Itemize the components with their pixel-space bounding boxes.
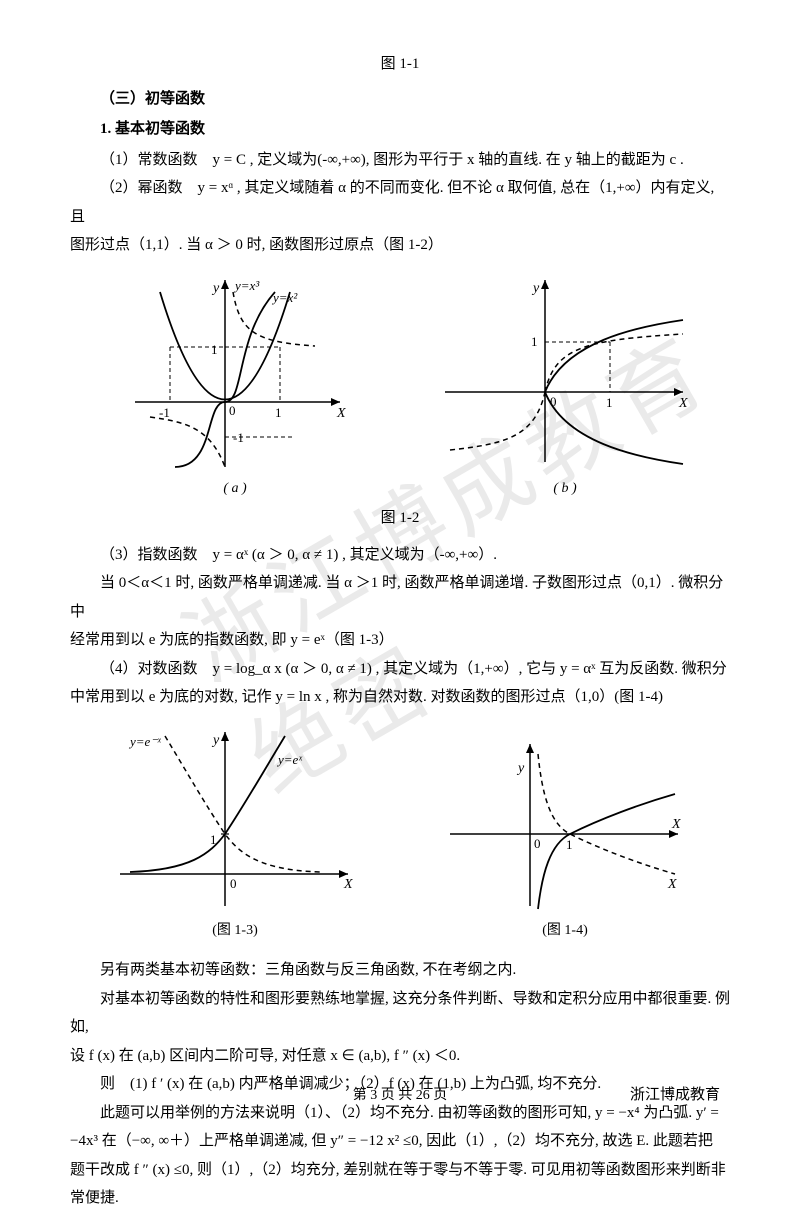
figure-1-3: y X y=e⁻ˣ y=eˣ 1 0 (图 1-3) — [95, 724, 375, 945]
axis-y-label: y — [531, 281, 540, 296]
figure-row-1: y X y=x³ y=x² 1 1 -1 -1 0 ( a ) — [70, 272, 730, 503]
tick-1: 1 — [566, 837, 573, 852]
spacer — [70, 946, 730, 956]
figure-row-2: y X y=e⁻ˣ y=eˣ 1 0 (图 1-3) — [70, 724, 730, 945]
figure-b-caption: ( b ) — [425, 476, 705, 503]
paragraph-9a: 此题可以用举例的方法来说明（1）、（2）均不充分. 由初等函数的图形可知, y … — [70, 1099, 730, 1128]
origin-label: 0 — [550, 394, 557, 409]
curve-x-label: X — [667, 877, 677, 892]
axis-y-label: y — [211, 733, 220, 748]
sub-heading: 1. 基本初等函数 — [70, 115, 730, 144]
paragraph-9b: −4x³ 在（−∞, ∞＋）上严格单调递减, 但 y″ = −12 x² ≤0,… — [70, 1127, 730, 1156]
paragraph-9c: 题干改成 f ″ (x) ≤0, 则（1）,（2）均充分, 差别就在等于零与不等… — [70, 1156, 730, 1185]
figure-a-caption: ( a ) — [95, 476, 375, 503]
figure-1-4: y X X 1 0 (图 1-4) — [425, 724, 705, 945]
origin-label: 0 — [230, 876, 237, 891]
curve-label-yx3: y=x³ — [233, 278, 260, 293]
paragraph-power-fn-1: （2）幂函数 y = xᵅ , 其定义域随着 α 的不同而变化. 但不论 α 取… — [70, 174, 730, 231]
paragraph-log-fn-b: 中常用到以 e 为底的对数, 记作 y = ln x , 称为自然对数. 对数函… — [70, 683, 730, 712]
tick-1: 1 — [210, 832, 217, 847]
paragraph-7b: 设 f (x) 在 (a,b) 区间内二阶可导, 对任意 x ∈ (a,b), … — [70, 1042, 730, 1071]
paragraph-9d: 常便捷. — [70, 1184, 730, 1213]
figure-b: y X 1 1 0 ( b ) — [425, 272, 705, 503]
tick-1-y: 1 — [531, 334, 538, 349]
origin-label: 0 — [229, 403, 236, 418]
paragraph-exp-fn-2a: 当 0＜α＜1 时, 函数严格单调递减. 当 α ＞1 时, 函数严格单调递增.… — [70, 569, 730, 626]
figure-a: y X y=x³ y=x² 1 1 -1 -1 0 ( a ) — [95, 272, 375, 503]
paragraph-log-fn-a: （4）对数函数 y = log_α x (α ＞ 0, α ≠ 1) , 其定义… — [70, 655, 730, 684]
paragraph-constant-fn: （1）常数函数 y = C , 定义域为(-∞,+∞), 图形为平行于 x 轴的… — [70, 146, 730, 175]
paragraph-8: 则 (1) f ′ (x) 在 (a,b) 内严格单调减少；（2）f (x) 在… — [70, 1070, 730, 1099]
curve-label-exm: y=e⁻ˣ — [128, 734, 161, 749]
paragraph-power-fn-2: 图形过点（1,1）. 当 α ＞ 0 时, 函数图形过原点（图 1-2） — [70, 231, 730, 260]
origin-label: 0 — [534, 836, 541, 851]
figure-1-3-caption: (图 1-3) — [95, 918, 375, 945]
paragraph-exp-fn-2b: 经常用到以 e 为底的指数函数, 即 y = eˣ（图 1-3） — [70, 626, 730, 655]
figure-b-svg: y X 1 1 0 — [435, 272, 695, 472]
tick-m1-y: -1 — [233, 430, 244, 445]
tick-1-y: 1 — [211, 342, 218, 357]
axis-x-label: X — [343, 877, 353, 892]
content-area: 图 1-1 （三）初等函数 1. 基本初等函数 （1）常数函数 y = C , … — [70, 50, 730, 1213]
figure-1-3-svg: y X y=e⁻ˣ y=eˣ 1 0 — [110, 724, 360, 914]
paragraph-exp-fn: （3）指数函数 y = αˣ (α ＞ 0, α ≠ 1) , 其定义域为（-∞… — [70, 541, 730, 570]
figure-1-4-svg: y X X 1 0 — [440, 724, 690, 914]
figure-1-4-caption: (图 1-4) — [425, 918, 705, 945]
tick-1-x: 1 — [275, 405, 282, 420]
figure-1-2-caption: 图 1-2 — [70, 504, 730, 533]
axis-x-label: X — [336, 406, 346, 421]
axis-y-label: y — [516, 761, 525, 776]
paragraph-trig-note: 另有两类基本初等函数：三角函数与反三角函数, 不在考纲之内. — [70, 956, 730, 985]
axis-y-label: y — [211, 281, 220, 296]
tick-m1-x: -1 — [159, 405, 170, 420]
axis-x-label: X — [678, 396, 688, 411]
section-heading: （三）初等函数 — [70, 85, 730, 114]
tick-1-x: 1 — [606, 395, 613, 410]
paragraph-7a: 对基本初等函数的特性和图形要熟练地掌握, 这充分条件判断、导数和定积分应用中都很… — [70, 985, 730, 1042]
figure-a-svg: y X y=x³ y=x² 1 1 -1 -1 0 — [115, 272, 355, 472]
page: 浙江博成教育绝密 图 1-1 （三）初等函数 1. 基本初等函数 （1）常数函数… — [0, 0, 800, 1132]
curve-label-ex: y=eˣ — [276, 752, 302, 767]
axis-x-label: X — [671, 817, 681, 832]
curve-label-yx2: y=x² — [271, 290, 298, 305]
figure-title-top: 图 1-1 — [70, 50, 730, 79]
